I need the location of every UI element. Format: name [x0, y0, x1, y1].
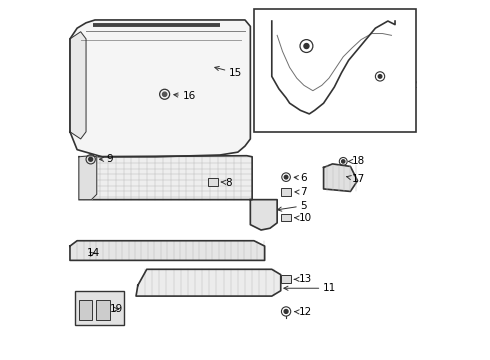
Text: 19: 19	[110, 304, 123, 314]
Text: 11: 11	[284, 283, 336, 293]
Polygon shape	[70, 32, 86, 139]
Text: 4: 4	[306, 9, 316, 36]
Text: 10: 10	[294, 213, 312, 223]
Bar	[75, 291, 123, 325]
Circle shape	[89, 157, 93, 161]
Text: 16: 16	[174, 91, 196, 101]
Bar	[208, 178, 218, 186]
Text: 5: 5	[277, 201, 307, 211]
Text: 15: 15	[215, 67, 242, 78]
Bar	[96, 300, 110, 320]
Text: 3: 3	[381, 80, 392, 105]
Text: 9: 9	[99, 154, 113, 164]
Text: 14: 14	[87, 248, 100, 258]
Text: 18: 18	[348, 157, 365, 166]
Text: 2: 2	[409, 76, 417, 90]
Text: 6: 6	[294, 173, 307, 183]
Text: 12: 12	[294, 307, 312, 317]
Bar	[281, 213, 291, 221]
Bar	[254, 9, 416, 132]
Text: 13: 13	[294, 274, 312, 284]
Bar	[281, 188, 291, 196]
Polygon shape	[70, 241, 265, 260]
Circle shape	[284, 175, 288, 179]
Text: 7: 7	[295, 187, 307, 197]
Text: 17: 17	[347, 174, 365, 184]
Polygon shape	[79, 156, 97, 200]
Circle shape	[406, 75, 409, 78]
Text: 8: 8	[221, 177, 232, 188]
Polygon shape	[79, 156, 252, 200]
Bar	[281, 275, 291, 283]
Circle shape	[342, 160, 345, 163]
Polygon shape	[70, 20, 250, 157]
Circle shape	[378, 75, 382, 78]
Bar	[79, 300, 93, 320]
Circle shape	[284, 310, 288, 314]
Circle shape	[163, 92, 167, 96]
Polygon shape	[323, 164, 358, 192]
Text: 1: 1	[259, 65, 268, 75]
Polygon shape	[136, 269, 281, 296]
Circle shape	[304, 44, 309, 49]
Polygon shape	[250, 200, 277, 230]
